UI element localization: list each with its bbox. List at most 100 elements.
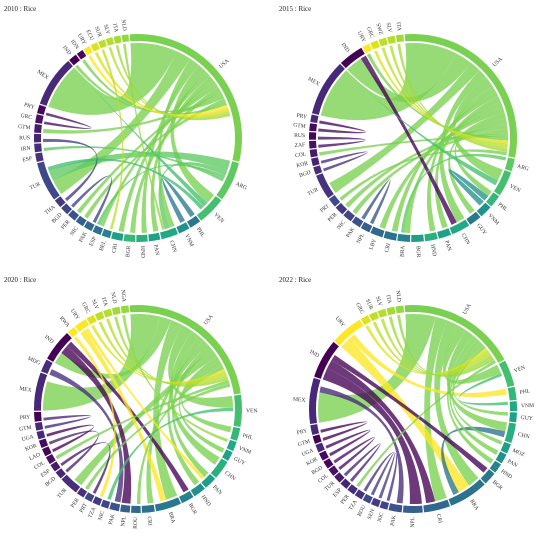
sector-arc-gtm [309, 123, 317, 132]
sector-label-uga: UGA [21, 434, 34, 443]
sector-label-hnd: HND [200, 494, 212, 507]
sector-arc-pak [109, 502, 121, 512]
chord-link-grc-usa [365, 325, 488, 375]
sector-arc-prt [84, 492, 95, 502]
sector-arc-ita [386, 306, 396, 316]
sector-label-phl: PHL [519, 388, 531, 396]
sector-arc-grc [370, 40, 380, 50]
sector-arc-lby [370, 226, 385, 238]
chord-link-usa-col [55, 379, 230, 460]
sector-arc-ven [233, 394, 243, 428]
sector-label-ury: URY [76, 33, 87, 46]
chord-link-ind-bgr [66, 341, 189, 493]
sector-label-mex: MEX [307, 76, 321, 87]
chord-link-usa-tur [329, 62, 480, 193]
sector-arc-usa [129, 305, 241, 395]
sector-label-ecu: ECU [84, 29, 94, 42]
sector-arc-ury [83, 45, 93, 56]
sector-arc-kor [311, 157, 320, 167]
sector-label-bgr: BGR [491, 479, 504, 491]
sector-label-ita: ITA [384, 294, 392, 304]
sector-arc-phl [230, 426, 241, 441]
sector-arc-zaf [309, 140, 317, 149]
chord-link-slv-usa [98, 321, 227, 385]
sector-label-slv: SLV [385, 22, 393, 33]
sector-arc-col [328, 465, 339, 476]
sector-label-ind: IND [61, 45, 72, 57]
sector-arc-pan [437, 228, 452, 239]
chord-link-slv-usa [389, 45, 508, 150]
chord-panel-2020: 2020 : Rice USA VEN PHL VNM GUY CHN PAN HND BGR B… [0, 271, 275, 542]
sector-label-bgr: BGR [414, 246, 421, 258]
sector-arc-phl [507, 386, 517, 401]
chord-links [43, 43, 231, 233]
chord-link-usa-gtm [43, 91, 223, 134]
sector-label-rus: RUS [294, 133, 305, 139]
chart-title: 2022 : Rice [279, 276, 311, 284]
sector-label-esp: ESP [40, 468, 51, 478]
sector-label-usa: USA [218, 58, 230, 70]
sector-arc-col [45, 454, 56, 465]
sector-label-tza: TZA [348, 499, 359, 511]
chord-link-usa-bra [153, 320, 183, 500]
chord-link-sen-rou [370, 452, 395, 499]
sector-arc-kor [319, 450, 329, 461]
chord-link-ury-pan [85, 328, 205, 480]
sector-label-grc: GRC [20, 113, 33, 121]
sector-arc-npl [360, 221, 373, 233]
sector-label-vnm: VNM [487, 213, 500, 227]
chord-link-ven-vnm [458, 373, 508, 406]
sector-arc-bgd [313, 165, 323, 175]
chord-link-usa-pan [434, 96, 501, 229]
chord-link-zaf-rus [318, 136, 366, 148]
sector-arc-pry [310, 424, 320, 436]
sector-label-ury: URY [334, 316, 346, 329]
sector-label-vnm: VNM [237, 446, 251, 456]
chord-link-ury-usa [88, 55, 229, 117]
sector-label-col: COL [295, 151, 308, 159]
sector-arc-nic [100, 499, 111, 509]
chord-link-ury-bra [341, 338, 470, 493]
sector-label-ven: VEN [246, 408, 258, 414]
chord-link-lao-uga [46, 424, 94, 453]
chord-links [318, 42, 508, 233]
sector-label-bgr: BGR [187, 502, 198, 515]
chord-link-bgd-kor [48, 430, 99, 473]
sector-label-nld: NLD [109, 292, 117, 305]
sector-label-chn: CHN [168, 240, 177, 253]
sector-label-pan: PAN [211, 484, 223, 496]
sector-arc-ury [362, 43, 373, 54]
sector-label-guy: GUY [232, 456, 246, 467]
sector-label-npl: NPL [356, 232, 366, 245]
sector-label-grc: GRC [365, 26, 375, 39]
sector-label-cri: CRI [435, 513, 443, 524]
sector-arc-gtm [34, 123, 42, 133]
sector-arc-slv [105, 37, 115, 46]
sector-label-esp: ESP [332, 487, 343, 498]
sector-label-phl: PHL [242, 433, 254, 442]
sector-arc-mex [39, 60, 73, 106]
chord-link-kor-uga [325, 429, 371, 457]
sector-arc-esp [50, 461, 61, 472]
chord-link-gtm-pry [318, 120, 366, 134]
sector-label-chn: CHN [460, 233, 471, 246]
sector-arc-cri [141, 504, 155, 513]
chord-sectors [33, 34, 243, 242]
sector-arc-ury [334, 319, 364, 346]
sector-arc-ind [314, 341, 339, 379]
sector-label-nic: NIC [377, 512, 386, 523]
chord-link-ury-phl [349, 334, 507, 398]
sector-label-uga: UGA [301, 448, 314, 458]
sector-arc-per [76, 487, 88, 498]
sector-label-slv: SLV [374, 296, 383, 307]
sector-arc-tur [316, 173, 334, 199]
sector-arc-uga [36, 430, 46, 440]
sector-label-ury: URY [69, 308, 80, 321]
sector-label-ind: IND [43, 334, 55, 345]
chord-link-usa-hnd [446, 335, 494, 464]
sector-label-tha: THA [44, 204, 57, 216]
sector-label-pry: PRY [296, 428, 308, 436]
sector-arc-pan [148, 232, 161, 242]
sector-arc-cri [111, 231, 124, 241]
